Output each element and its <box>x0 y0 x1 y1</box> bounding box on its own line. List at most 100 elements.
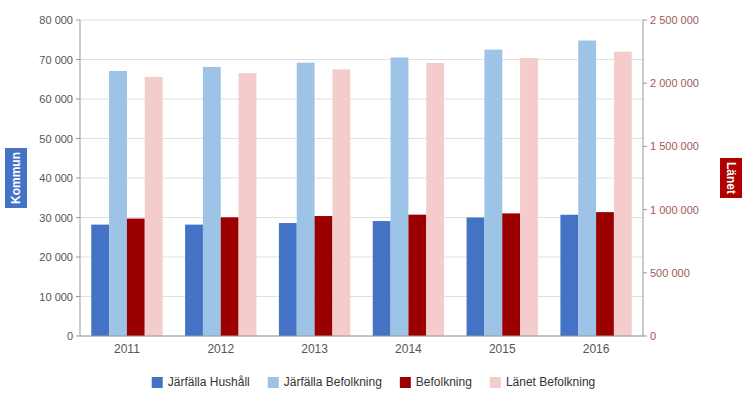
y-tick-label: 60 000 <box>39 93 73 105</box>
y2-ticks: 0 500 000 1 000 000 1 500 000 2 000 000 2 500… <box>643 14 699 342</box>
bar <box>203 67 221 336</box>
bar <box>145 77 163 336</box>
y-ticks: 0 10 000 20 000 30 000 40 000 50 000 60 000 70 … <box>39 14 80 342</box>
bar <box>109 71 127 336</box>
y-tick-label: 70 000 <box>39 54 73 66</box>
bar <box>467 218 485 337</box>
y-tick <box>76 138 80 139</box>
legend-item: Järfälla Hushåll <box>152 375 250 389</box>
y-tick <box>76 20 80 21</box>
legend-item: Befolkning <box>400 375 472 389</box>
legend-swatch <box>152 377 163 388</box>
bar <box>502 213 520 336</box>
y-tick <box>76 257 80 258</box>
grid-line <box>80 138 643 139</box>
y-tick <box>76 336 80 337</box>
y2-tick-label: 0 <box>650 330 656 342</box>
y-tick-label: 40 000 <box>39 172 73 184</box>
y-tick <box>76 178 80 179</box>
y-tick <box>76 59 80 60</box>
x-tick-label: 2011 <box>114 342 140 356</box>
legend-label: Länet Befolkning <box>506 375 595 389</box>
axes <box>80 20 643 336</box>
x-axis-line <box>80 336 643 337</box>
grid-line <box>80 20 643 21</box>
y2-tick <box>643 146 647 147</box>
y2-tick-label: 2 500 000 <box>650 14 699 26</box>
y-tick <box>76 99 80 100</box>
bar <box>239 73 257 336</box>
legend-item: Länet Befolkning <box>490 375 595 389</box>
legend: Järfälla Hushåll Järfälla Befolkning Befol… <box>152 375 596 389</box>
bar <box>332 69 350 336</box>
legend-label: Järfälla Befolkning <box>284 375 382 389</box>
y-tick-label: 10 000 <box>39 291 73 303</box>
bar <box>426 63 444 336</box>
x-tick-label: 2015 <box>489 342 516 356</box>
bar <box>560 215 578 336</box>
x-ticks: 2011 2012 2013 2014 2015 2016 <box>114 342 610 356</box>
bar <box>315 216 333 336</box>
y2-tick <box>643 20 647 21</box>
grid-line <box>80 296 643 297</box>
grid-line <box>80 336 643 337</box>
y2-tick-label: 1 500 000 <box>650 140 699 152</box>
y-tick-label: 30 000 <box>39 212 73 224</box>
grid-line <box>80 178 643 179</box>
bars <box>91 41 631 336</box>
bar <box>279 223 297 336</box>
y2-tick <box>643 209 647 210</box>
y2-axis-line <box>643 20 644 336</box>
page: {"chart_data": { "type": "bar", "categor… <box>0 0 747 400</box>
legend-item: Järfälla Befolkning <box>268 375 382 389</box>
bar <box>373 221 391 336</box>
y2-axis-label-group: Länet <box>720 158 742 198</box>
y-axis-label: Kommun <box>9 152 23 204</box>
y-tick-label: 20 000 <box>39 251 73 263</box>
bar <box>221 217 239 336</box>
legend-swatch <box>490 377 501 388</box>
legend-label: Befolkning <box>416 375 472 389</box>
bar <box>520 58 538 336</box>
y-tick <box>76 296 80 297</box>
y2-tick-label: 2 000 000 <box>650 77 699 89</box>
bar <box>614 52 632 336</box>
legend-swatch <box>268 377 279 388</box>
y-tick-label: 80 000 <box>39 14 73 26</box>
bar <box>127 219 145 336</box>
grid-line <box>80 59 643 60</box>
y2-tick-label: 1 000 000 <box>650 204 699 216</box>
grid-line <box>80 99 643 100</box>
grid <box>80 20 643 336</box>
background <box>0 0 747 400</box>
y-tick <box>76 217 80 218</box>
x-tick-label: 2014 <box>395 342 422 356</box>
y2-tick <box>643 272 647 273</box>
grid-line <box>80 217 643 218</box>
bar <box>297 63 315 336</box>
y2-tick <box>643 83 647 84</box>
bar <box>408 215 426 336</box>
bar <box>596 212 614 336</box>
bar <box>185 225 203 336</box>
x-tick-label: 2012 <box>207 342 234 356</box>
y-tick-label: 0 <box>67 330 73 342</box>
bar <box>91 225 109 336</box>
y2-tick <box>643 336 647 337</box>
y2-axis-label-box <box>720 158 742 198</box>
chart-container: 0 10 000 20 000 30 000 40 000 50 000 60 000 70 … <box>0 0 747 400</box>
legend-label: Järfälla Hushåll <box>168 375 250 389</box>
y2-tick-label: 500 000 <box>650 267 690 279</box>
bar <box>484 50 502 336</box>
x-tick-label: 2013 <box>301 342 328 356</box>
x-tick-label: 2016 <box>583 342 610 356</box>
chart-svg: 0 10 000 20 000 30 000 40 000 50 000 60 000 70 … <box>0 0 747 400</box>
grid-line <box>80 257 643 258</box>
y-tick-label: 50 000 <box>39 133 73 145</box>
y2-axis-label: Länet <box>724 162 738 194</box>
legend-swatch <box>400 377 411 388</box>
y-axis-label-box <box>5 148 27 208</box>
bar <box>578 41 596 336</box>
y-axis-label-group: Kommun <box>5 148 27 208</box>
bar <box>391 58 409 336</box>
